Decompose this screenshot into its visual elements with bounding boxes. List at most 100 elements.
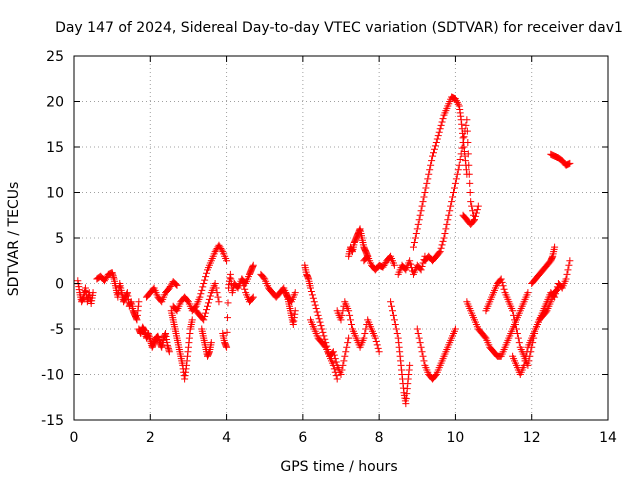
series-trace-r	[360, 252, 398, 274]
series-trace-d	[142, 278, 181, 306]
data-point	[319, 328, 327, 336]
data-point	[440, 234, 448, 242]
data-point	[498, 278, 506, 286]
data-point	[464, 150, 472, 158]
data-point	[406, 361, 414, 369]
data-point	[211, 280, 219, 287]
data-point	[338, 311, 346, 319]
series-trace-m	[282, 289, 299, 328]
data-point	[388, 307, 396, 315]
data-point	[460, 133, 468, 141]
data-point	[472, 209, 480, 217]
data-point	[451, 179, 459, 187]
data-point	[563, 270, 571, 278]
series-trace-l	[257, 270, 299, 306]
data-point	[499, 282, 507, 290]
data-point	[339, 361, 347, 369]
data-point	[206, 292, 214, 300]
data-point	[311, 301, 319, 309]
data-point	[415, 334, 423, 342]
data-point	[223, 257, 231, 265]
data-point	[196, 293, 204, 301]
data-point	[521, 357, 529, 365]
data-point	[463, 116, 471, 124]
data-point	[438, 241, 446, 249]
data-point	[215, 298, 223, 306]
data-point	[346, 311, 354, 319]
data-point	[316, 318, 324, 326]
data-point	[434, 132, 442, 140]
data-point	[471, 216, 478, 224]
data-point	[420, 357, 428, 365]
data-point	[347, 316, 355, 324]
x-tick-label: 4	[222, 430, 231, 446]
data-point	[564, 266, 572, 274]
data-point	[201, 312, 209, 320]
data-point	[417, 207, 425, 215]
series-trace-v	[421, 116, 478, 265]
y-tick-label: -5	[50, 322, 64, 338]
series-trace-k	[238, 261, 257, 287]
data-point	[173, 281, 181, 289]
y-tick-label: 5	[55, 231, 64, 247]
data-point	[410, 239, 418, 247]
data-point	[414, 330, 422, 338]
data-point	[207, 339, 215, 347]
data-point	[344, 339, 352, 347]
data-point	[421, 189, 429, 196]
y-tick-label: 10	[46, 186, 64, 202]
data-point	[454, 166, 462, 174]
data-point	[418, 262, 426, 270]
data-point	[345, 334, 353, 342]
data-point	[512, 325, 520, 333]
data-point	[419, 198, 427, 206]
data-point	[444, 216, 452, 224]
data-point	[249, 293, 257, 301]
x-tick-label: 10	[447, 430, 465, 446]
data-point	[205, 295, 213, 303]
data-point	[202, 273, 210, 281]
y-tick-label: 15	[46, 140, 64, 156]
data-point	[454, 100, 462, 108]
series-trace-a	[74, 277, 97, 308]
data-point	[413, 225, 421, 233]
data-point	[337, 371, 345, 378]
data-point	[392, 325, 400, 333]
data-point	[465, 170, 473, 178]
series-trace-s	[387, 298, 414, 408]
data-point	[425, 170, 433, 178]
data-point	[223, 343, 231, 351]
data-point	[414, 220, 422, 228]
data-point	[453, 170, 461, 178]
x-axis-label: GPS time / hours	[280, 459, 397, 475]
data-point	[420, 193, 428, 201]
data-point	[468, 202, 476, 210]
data-point	[524, 289, 532, 297]
data-point	[406, 257, 414, 265]
data-point	[439, 237, 447, 245]
data-point	[330, 351, 338, 359]
axis-ticks: 0 2 4 6 8 10 12 14 -15 -10 -5 0 5 10 15 20 25	[41, 49, 617, 446]
data-point	[442, 225, 450, 233]
series-trace-c	[135, 323, 173, 356]
data-point	[427, 161, 435, 169]
data-point	[435, 128, 443, 136]
data-point	[415, 216, 423, 224]
data-point	[312, 305, 320, 313]
data-point	[200, 280, 208, 287]
data-point	[360, 334, 368, 342]
data-point	[562, 275, 570, 283]
data-point	[424, 175, 432, 183]
data-point	[514, 334, 522, 342]
y-tick-label: -10	[41, 368, 64, 384]
data-point	[332, 358, 340, 366]
data-point	[249, 261, 257, 269]
data-point	[513, 330, 521, 338]
data-point	[448, 198, 456, 206]
data-point	[347, 320, 355, 328]
data-point	[371, 334, 379, 342]
data-point	[471, 212, 479, 220]
data-point	[374, 344, 382, 352]
data-point	[419, 352, 427, 360]
